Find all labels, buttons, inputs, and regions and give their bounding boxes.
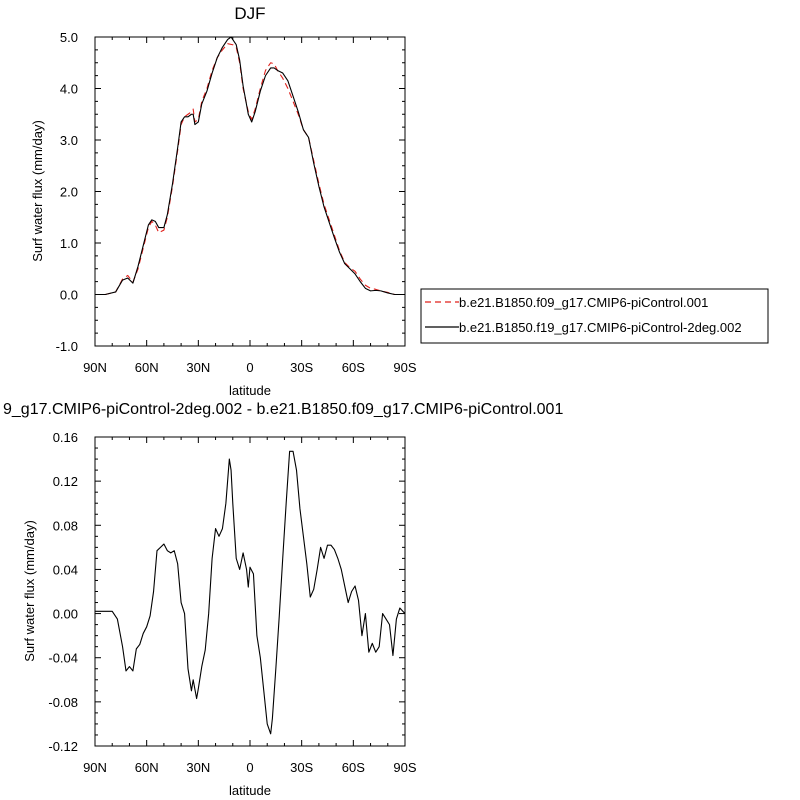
bottom-x-tick-label: 90N [83,760,107,775]
bottom-y-tick-label: 0.08 [53,518,78,533]
top-x-axis-label: latitude [229,383,271,398]
top-x-tick-label: 30S [290,360,313,375]
top-series-line-2 [95,36,405,296]
top-axis-ticks: 90N 60N 30N 0 30S 60S 90S -1.0 0.0 1.0 2.0 3.0 4.0 5.… [56,30,417,375]
bottom-panel: 9_g17.CMIP6-piControl-2deg.002 - b.e21.B… [3,401,563,798]
top-y-axis-label: Surf water flux (mm/day) [30,120,45,262]
bottom-axis-ticks: 90N 60N 30N 0 30S 60S 90S -0.12 -0.08 -0.04 0.00 0.… [48,430,417,775]
legend-label-series-1: b.e21.B1850.f09_g17.CMIP6-piControl.001 [459,295,708,310]
legend-label-series-2: b.e21.B1850.f19_g17.CMIP6-piControl-2deg… [459,320,742,335]
top-y-tick-label: 0.0 [60,288,78,303]
bottom-y-tick-label: 0.16 [53,430,78,445]
bottom-x-tick-label: 30S [290,760,313,775]
bottom-chart-title: 9_g17.CMIP6-piControl-2deg.002 - b.e21.B… [3,401,563,418]
legend-box [420,288,769,344]
top-series-line-1 [95,43,405,296]
bottom-x-axis-label: latitude [229,783,271,798]
bottom-y-tick-label: -0.04 [48,651,78,666]
top-y-tick-label: 4.0 [60,82,78,97]
bottom-series-line-1 [95,450,406,735]
bottom-x-tick-label: 0 [246,760,253,775]
bottom-x-tick-label: 90S [393,760,416,775]
top-y-tick-label: 3.0 [60,133,78,148]
top-panel: DJF Surf water flux (mm/day) latitude 90… [30,4,417,398]
top-y-tick-label: 5.0 [60,30,78,45]
top-y-tick-label: -1.0 [56,339,78,354]
top-x-tick-label: 0 [246,360,253,375]
top-x-tick-label: 60S [342,360,365,375]
top-series-group [95,36,405,296]
top-x-tick-label: 30N [186,360,210,375]
bottom-plot-frame [94,436,406,747]
top-y-tick-label: 2.0 [60,185,78,200]
bottom-y-tick-label: 0.04 [53,562,78,577]
bottom-y-axis-label: Surf water flux (mm/day) [22,520,37,662]
bottom-series-group [95,450,406,735]
top-x-tick-label: 90S [393,360,416,375]
bottom-x-tick-label: 60N [135,760,159,775]
bottom-x-tick-label: 60S [342,760,365,775]
bottom-y-tick-label: -0.12 [48,739,78,754]
legend: b.e21.B1850.f09_g17.CMIP6-piControl.001 … [420,288,769,344]
bottom-y-tick-label: 0.00 [53,607,78,622]
bottom-y-tick-label: -0.08 [48,695,78,710]
top-chart-title: DJF [234,4,265,23]
top-x-tick-label: 60N [135,360,159,375]
top-x-tick-label: 90N [83,360,107,375]
top-plot-frame [94,36,406,347]
bottom-y-tick-label: 0.12 [53,474,78,489]
top-y-tick-label: 1.0 [60,236,78,251]
bottom-x-tick-label: 30N [186,760,210,775]
